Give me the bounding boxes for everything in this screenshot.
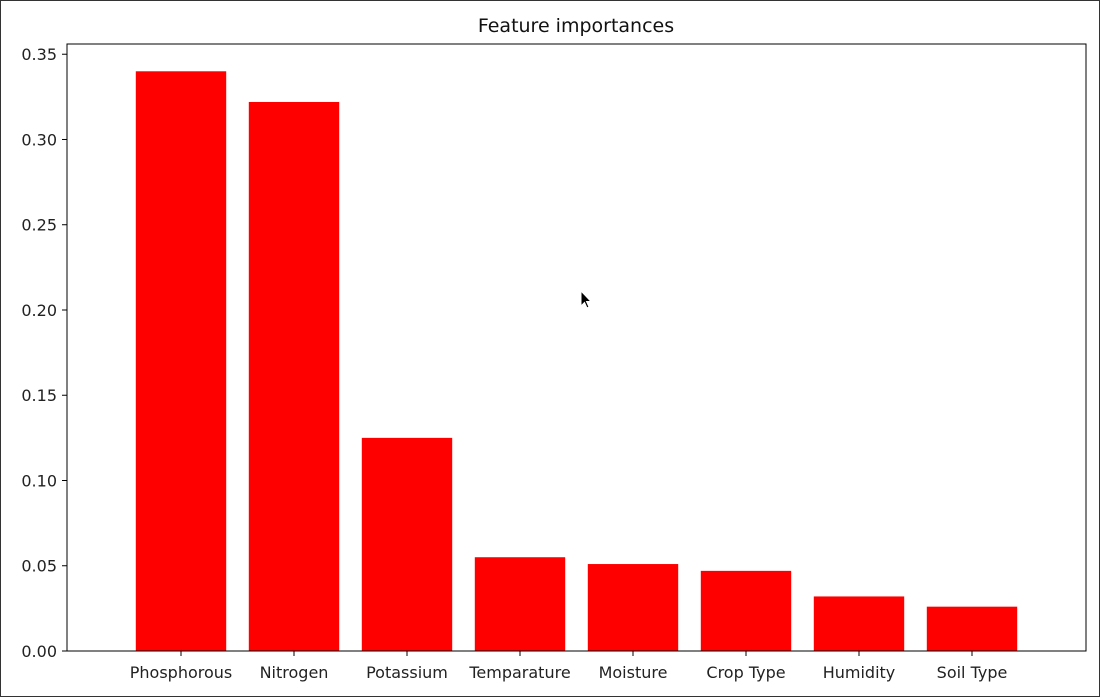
y-tick-label: 0.05 <box>21 557 57 576</box>
bars-group <box>135 71 1018 652</box>
x-tick-label: Phosphorous <box>130 663 233 682</box>
bar-nitrogen <box>248 101 340 651</box>
bar-soil-type <box>926 606 1018 651</box>
bar-crop-type <box>700 570 792 651</box>
chart-title: Feature importances <box>478 15 674 37</box>
x-tick-label: Nitrogen <box>260 663 329 682</box>
x-tick-label: Soil Type <box>937 663 1008 682</box>
bar-humidity <box>813 596 905 651</box>
y-tick-label: 0.35 <box>21 45 57 64</box>
x-tick-label: Moisture <box>599 663 668 682</box>
y-tick-label: 0.10 <box>21 471 57 490</box>
y-axis: 0.00 0.05 0.10 0.15 0.20 0.25 0.30 0.35 <box>21 45 67 661</box>
bar-temparature <box>474 557 566 651</box>
bar-potassium <box>361 437 453 651</box>
y-tick-label: 0.15 <box>21 386 57 405</box>
plot-area-frame <box>66 43 1087 652</box>
x-axis: Phosphorous Nitrogen Potassium Temparature M… <box>130 651 1008 682</box>
mouse-pointer-icon <box>580 289 593 314</box>
x-tick-label: Temparature <box>468 663 570 682</box>
y-tick-label: 0.20 <box>21 301 57 320</box>
bar-phosphorous <box>135 71 227 652</box>
y-tick-label: 0.25 <box>21 216 57 235</box>
bar-moisture <box>587 564 679 651</box>
x-tick-label: Potassium <box>366 663 448 682</box>
x-tick-label: Crop Type <box>706 663 785 682</box>
y-tick-label: 0.30 <box>21 130 57 149</box>
y-tick-label: 0.00 <box>21 642 57 661</box>
x-tick-label: Humidity <box>823 663 896 682</box>
